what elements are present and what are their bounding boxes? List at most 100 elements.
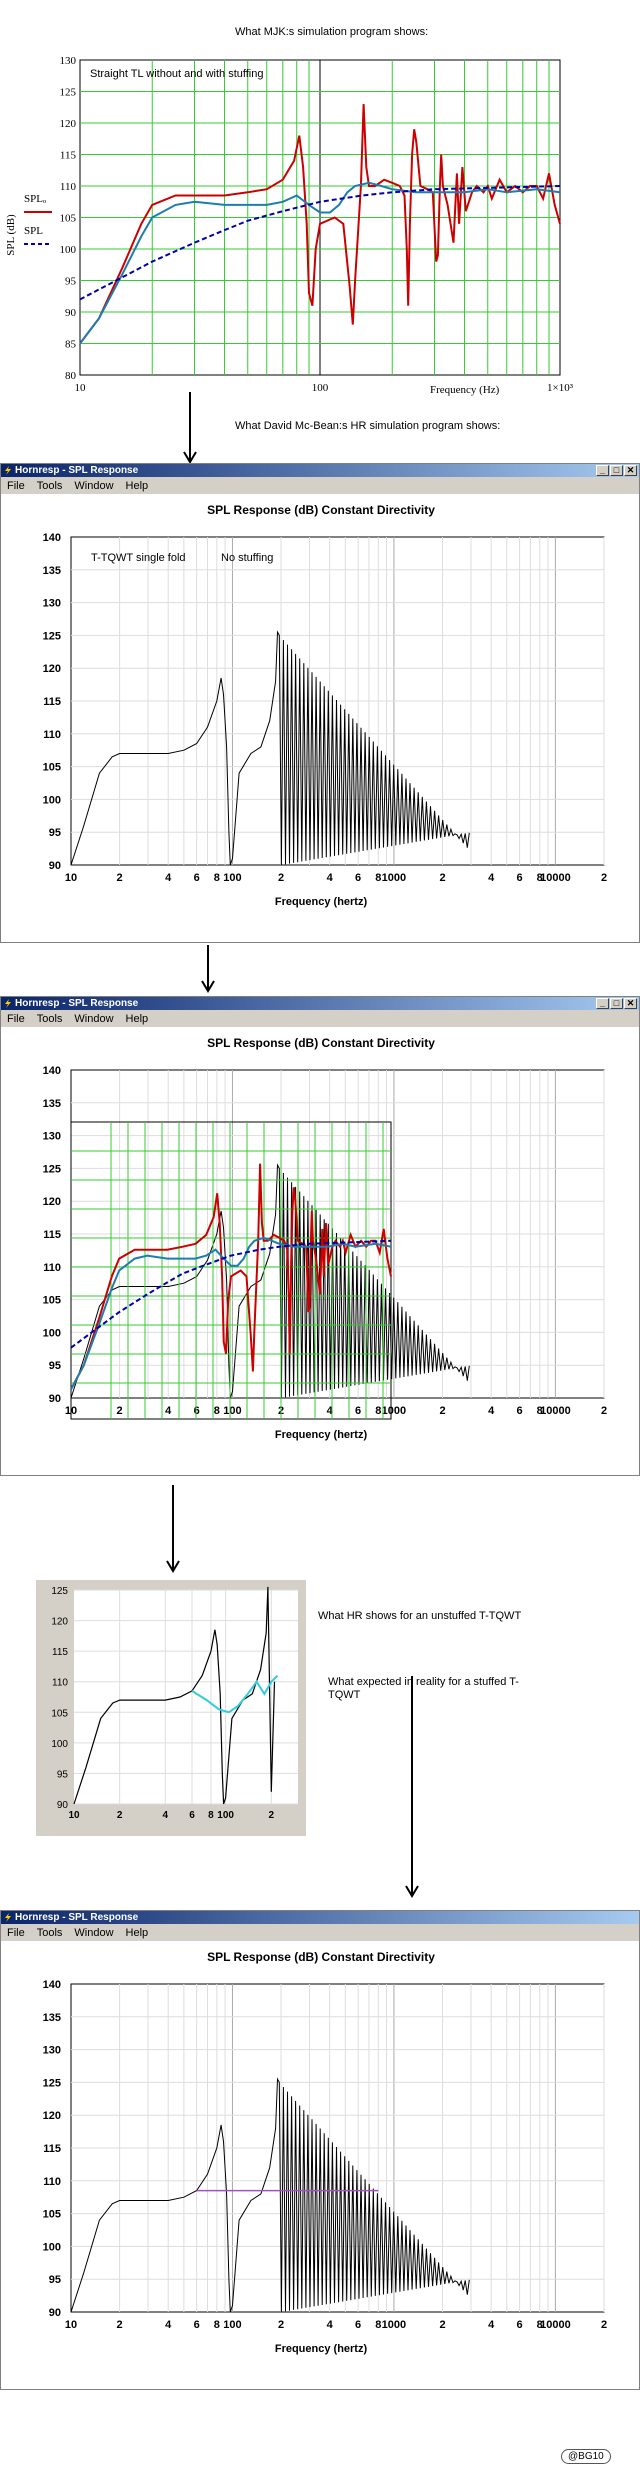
y-tick-label: 120: [43, 663, 61, 675]
x-tick-label: 1000: [382, 2319, 406, 2331]
x-tick-label: 100: [223, 872, 241, 884]
y-tick-label: 120: [60, 118, 77, 130]
x-tick-label: 8: [537, 2319, 543, 2331]
x-tick-label: 1000: [382, 1405, 406, 1417]
hornresp-icon: [5, 466, 11, 475]
x-tick-label: 2: [117, 1810, 123, 1821]
menu-file[interactable]: File: [7, 1013, 25, 1025]
y-tick-label: 130: [43, 598, 61, 610]
x-tick-label: 6: [355, 2319, 361, 2331]
menu-file[interactable]: File: [7, 480, 25, 492]
x-tick-label: 100: [312, 382, 329, 394]
window-titlebar[interactable]: Hornresp - SPL Response _ □ ✕: [1, 464, 639, 477]
x-tick-label: 10000: [540, 872, 571, 884]
x-tick-label: 8: [208, 1810, 214, 1821]
plot-area: [74, 1590, 298, 1804]
x-tick-label: 4: [165, 872, 172, 884]
y-tick-label: 135: [43, 2012, 61, 2024]
maximize-button[interactable]: □: [610, 998, 623, 1009]
menu-help[interactable]: Help: [125, 1927, 149, 1939]
y-tick-label: 90: [65, 307, 77, 319]
maximize-button[interactable]: □: [610, 465, 623, 476]
hornresp-icon: [5, 1913, 11, 1922]
y-tick-label: 100: [60, 244, 77, 256]
menu-window[interactable]: Window: [74, 1927, 114, 1939]
hornresp-icon: [5, 999, 11, 1008]
menu-file[interactable]: File: [7, 1927, 25, 1939]
x-tick-label: 8: [375, 872, 381, 884]
y-tick-label: 95: [65, 276, 77, 288]
menu-window[interactable]: Window: [74, 1013, 114, 1025]
y-tick-label: 90: [49, 860, 61, 872]
menu-window[interactable]: Window: [74, 480, 114, 492]
plot-note: T-TQWT single fold: [91, 552, 186, 564]
x-tick-label: 2: [269, 1810, 275, 1821]
y-tick-label: 110: [43, 1262, 61, 1274]
x-tick-label: 8: [537, 1405, 543, 1417]
mjk-chart: 80 85 90 95 100 105 110 115 120 125 130 10 100 1×10³ F…: [5, 55, 574, 396]
y-tick-label: 140: [43, 1065, 61, 1077]
x-tick-label: 2: [117, 872, 123, 884]
x-tick-label: 8: [214, 2319, 220, 2331]
y-tick-label: 110: [43, 729, 61, 741]
y-tick-label: 105: [51, 1708, 68, 1719]
minimize-button[interactable]: _: [596, 465, 609, 476]
close-button[interactable]: ✕: [624, 998, 637, 1009]
x-tick-label: 1000: [382, 872, 406, 884]
y-tick-label: 115: [43, 1229, 61, 1241]
response-curve: [73, 1586, 276, 1805]
x-tick-label: 6: [517, 1405, 523, 1417]
y-tick-label: 100: [43, 794, 61, 806]
y-tick-label: 105: [43, 1295, 61, 1307]
response-curve: [70, 630, 470, 866]
menu-bar: File Tools Window Help: [1, 1011, 639, 1027]
y-tick-label: 110: [60, 181, 77, 193]
y-tick-label: 125: [51, 1586, 68, 1597]
x-tick-label: 2: [117, 1405, 123, 1417]
y-tick-label: 125: [60, 87, 77, 99]
window-titlebar[interactable]: Hornresp - SPL Response _ □ ✕: [1, 997, 639, 1010]
y-tick-label: 105: [60, 213, 77, 225]
x-tick-label: 100: [223, 2319, 241, 2331]
x-tick-label: 8: [375, 1405, 381, 1417]
response-curve: [70, 2077, 470, 2313]
legend-label: SPLₒ: [24, 193, 46, 205]
minimize-button[interactable]: _: [596, 998, 609, 1009]
menu-tools[interactable]: Tools: [36, 1013, 63, 1025]
y-tick-label: 100: [51, 1739, 68, 1750]
menu-tools[interactable]: Tools: [36, 1927, 63, 1939]
menu-tools[interactable]: Tools: [36, 480, 63, 492]
y-tick-label: 115: [43, 2143, 61, 2155]
y-tick-label: 135: [43, 565, 61, 577]
x-axis-label: Frequency (Hz): [430, 384, 500, 396]
hornresp-window-3: Hornresp - SPL Response File Tools Windo…: [0, 1910, 640, 2390]
y-tick-label: 90: [49, 2307, 61, 2319]
x-tick-label: 4: [327, 1405, 334, 1417]
menu-help[interactable]: Help: [125, 480, 149, 492]
x-tick-label: 4: [327, 2319, 334, 2331]
x-tick-label: 2: [439, 872, 445, 884]
x-tick-label: 10000: [540, 2319, 571, 2331]
annotation-unstuffed: What HR shows for an unstuffed T-TQWT: [318, 1610, 522, 1622]
x-tick-label: 6: [355, 872, 361, 884]
down-arrow-icon: [201, 945, 215, 993]
overlay-frame: [70, 1121, 392, 1420]
down-arrow-icon: [166, 1485, 180, 1573]
x-tick-label: 1×10³: [547, 382, 574, 394]
x-tick-label: 4: [488, 872, 495, 884]
x-tick-label: 10: [75, 382, 87, 394]
y-tick-label: 120: [43, 1196, 61, 1208]
x-tick-label: 4: [163, 1810, 169, 1821]
crop-panel: 90 95 100 105 110 115 120 125 10 2 4 6 8 100 2: [36, 1580, 306, 1836]
menu-help[interactable]: Help: [125, 1013, 149, 1025]
y-tick-label: 100: [43, 1327, 61, 1339]
window-titlebar[interactable]: Hornresp - SPL Response: [1, 1911, 639, 1924]
x-axis-label: Frequency (hertz): [275, 1429, 368, 1441]
y-tick-label: 105: [43, 2209, 61, 2221]
x-tick-label: 2: [439, 2319, 445, 2331]
y-tick-label: 85: [65, 339, 77, 351]
hr-chart-2: SPL Response (dB) Constant Directivity 90…: [1, 1027, 639, 1475]
series-line: [79, 181, 561, 345]
close-button[interactable]: ✕: [624, 465, 637, 476]
y-tick-label: 95: [57, 1769, 69, 1780]
